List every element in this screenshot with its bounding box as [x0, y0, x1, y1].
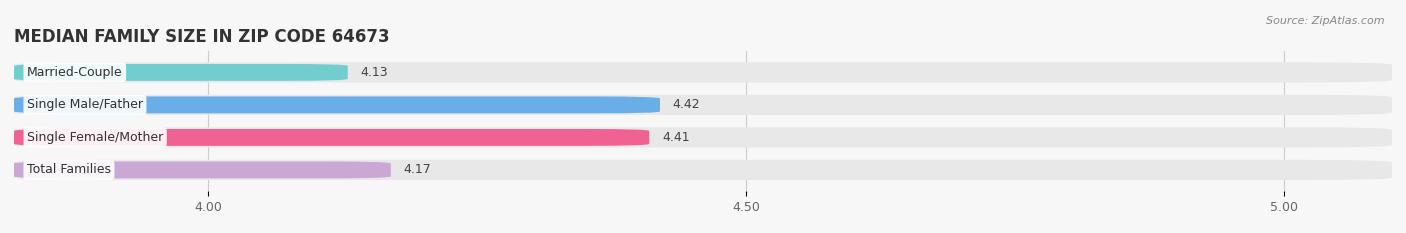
- FancyBboxPatch shape: [14, 129, 650, 146]
- FancyBboxPatch shape: [14, 127, 1392, 147]
- FancyBboxPatch shape: [14, 160, 1392, 180]
- Text: 4.13: 4.13: [361, 66, 388, 79]
- FancyBboxPatch shape: [14, 161, 391, 178]
- FancyBboxPatch shape: [14, 96, 659, 113]
- Text: Married-Couple: Married-Couple: [27, 66, 122, 79]
- Text: 4.17: 4.17: [404, 163, 432, 176]
- FancyBboxPatch shape: [14, 95, 1392, 115]
- Text: Total Families: Total Families: [27, 163, 111, 176]
- Text: 4.41: 4.41: [662, 131, 690, 144]
- Text: Single Female/Mother: Single Female/Mother: [27, 131, 163, 144]
- Text: MEDIAN FAMILY SIZE IN ZIP CODE 64673: MEDIAN FAMILY SIZE IN ZIP CODE 64673: [14, 27, 389, 45]
- FancyBboxPatch shape: [14, 64, 347, 81]
- Text: 4.42: 4.42: [673, 98, 700, 111]
- Text: Single Male/Father: Single Male/Father: [27, 98, 143, 111]
- Text: Source: ZipAtlas.com: Source: ZipAtlas.com: [1267, 16, 1385, 26]
- FancyBboxPatch shape: [14, 62, 1392, 82]
